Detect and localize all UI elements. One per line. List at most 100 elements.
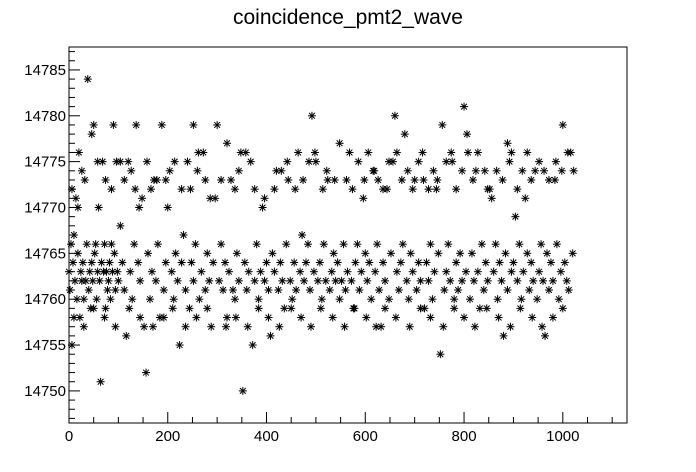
data-point: [397, 175, 406, 184]
data-point: [67, 185, 76, 194]
data-point: [563, 148, 572, 157]
data-point: [270, 267, 279, 276]
data-point: [113, 267, 122, 276]
data-point: [379, 185, 388, 194]
data-point: [262, 258, 271, 267]
data-point: [450, 295, 459, 304]
data-point: [159, 286, 168, 295]
data-point: [169, 295, 178, 304]
data-point: [87, 258, 96, 267]
data-point: [360, 175, 369, 184]
data-point: [276, 258, 285, 267]
data-point: [439, 322, 448, 331]
data-point: [73, 249, 82, 258]
data-point: [354, 157, 363, 166]
data-point: [284, 175, 293, 184]
data-point: [264, 313, 273, 322]
data-point: [495, 258, 504, 267]
data-point: [498, 175, 507, 184]
data-point: [473, 267, 482, 276]
data-point: [298, 231, 307, 239]
data-point: [268, 249, 277, 258]
data-point: [280, 304, 289, 313]
data-point: [440, 286, 449, 295]
data-point: [505, 157, 514, 166]
data-point: [531, 166, 540, 175]
data-point: [73, 203, 82, 212]
data-point: [93, 157, 102, 166]
data-point: [467, 249, 476, 258]
data-point: [335, 139, 344, 148]
data-point: [392, 267, 401, 276]
data-point: [483, 185, 492, 194]
data-point: [419, 175, 428, 184]
data-point: [556, 267, 565, 276]
data-point: [100, 240, 109, 249]
data-point: [384, 157, 393, 166]
data-point: [447, 148, 456, 157]
data-point: [527, 258, 536, 267]
data-point: [347, 276, 356, 285]
data-point: [69, 313, 78, 322]
data-point: [535, 267, 544, 276]
data-point: [493, 295, 502, 304]
data-point: [391, 313, 400, 322]
data-point: [348, 185, 357, 194]
data-point: [503, 286, 512, 295]
data-point: [258, 203, 267, 212]
data-point: [548, 276, 557, 285]
data-point: [228, 286, 237, 295]
data-point: [473, 148, 482, 157]
data-point: [315, 258, 324, 267]
data-point: [111, 286, 120, 295]
data-point: [274, 286, 283, 295]
data-point: [104, 276, 113, 285]
data-point: [460, 313, 469, 322]
chart-title: coincidence_pmt2_wave: [233, 6, 463, 29]
data-point: [79, 322, 88, 331]
data-point: [528, 313, 537, 322]
data-point: [568, 249, 577, 258]
data-point: [122, 331, 131, 340]
data-point: [309, 267, 318, 276]
data-point: [481, 258, 490, 267]
data-point: [463, 130, 472, 139]
data-point: [136, 276, 145, 285]
data-point: [241, 148, 250, 157]
data-point: [390, 111, 399, 120]
data-point: [181, 286, 190, 295]
data-point: [506, 322, 515, 331]
data-point: [128, 295, 137, 304]
data-point: [278, 276, 287, 285]
data-point: [95, 276, 104, 285]
data-point: [511, 212, 520, 221]
data-point: [111, 322, 120, 331]
data-point: [460, 102, 469, 111]
data-point: [286, 276, 295, 285]
x-tick-label: 400: [254, 428, 279, 445]
data-point: [168, 304, 177, 313]
data-point: [250, 276, 259, 285]
data-point: [222, 322, 231, 331]
data-point: [93, 267, 102, 276]
data-point: [523, 249, 532, 258]
data-point: [120, 286, 129, 295]
data-point: [501, 249, 510, 258]
data-point: [231, 313, 240, 322]
data-point: [254, 304, 263, 313]
data-point: [533, 295, 542, 304]
data-point: [131, 185, 140, 194]
data-point: [116, 221, 125, 230]
data-point: [487, 194, 496, 203]
data-point: [248, 341, 257, 350]
data-point: [414, 157, 423, 166]
data-point: [163, 203, 172, 212]
data-point: [283, 157, 292, 166]
x-axis: 0 200 400 600 800 1000: [65, 412, 613, 445]
data-point: [270, 185, 279, 194]
data-point: [109, 120, 118, 129]
data-point: [503, 139, 512, 148]
data-point: [548, 313, 557, 322]
data-point: [471, 166, 480, 175]
data-point: [195, 295, 204, 304]
